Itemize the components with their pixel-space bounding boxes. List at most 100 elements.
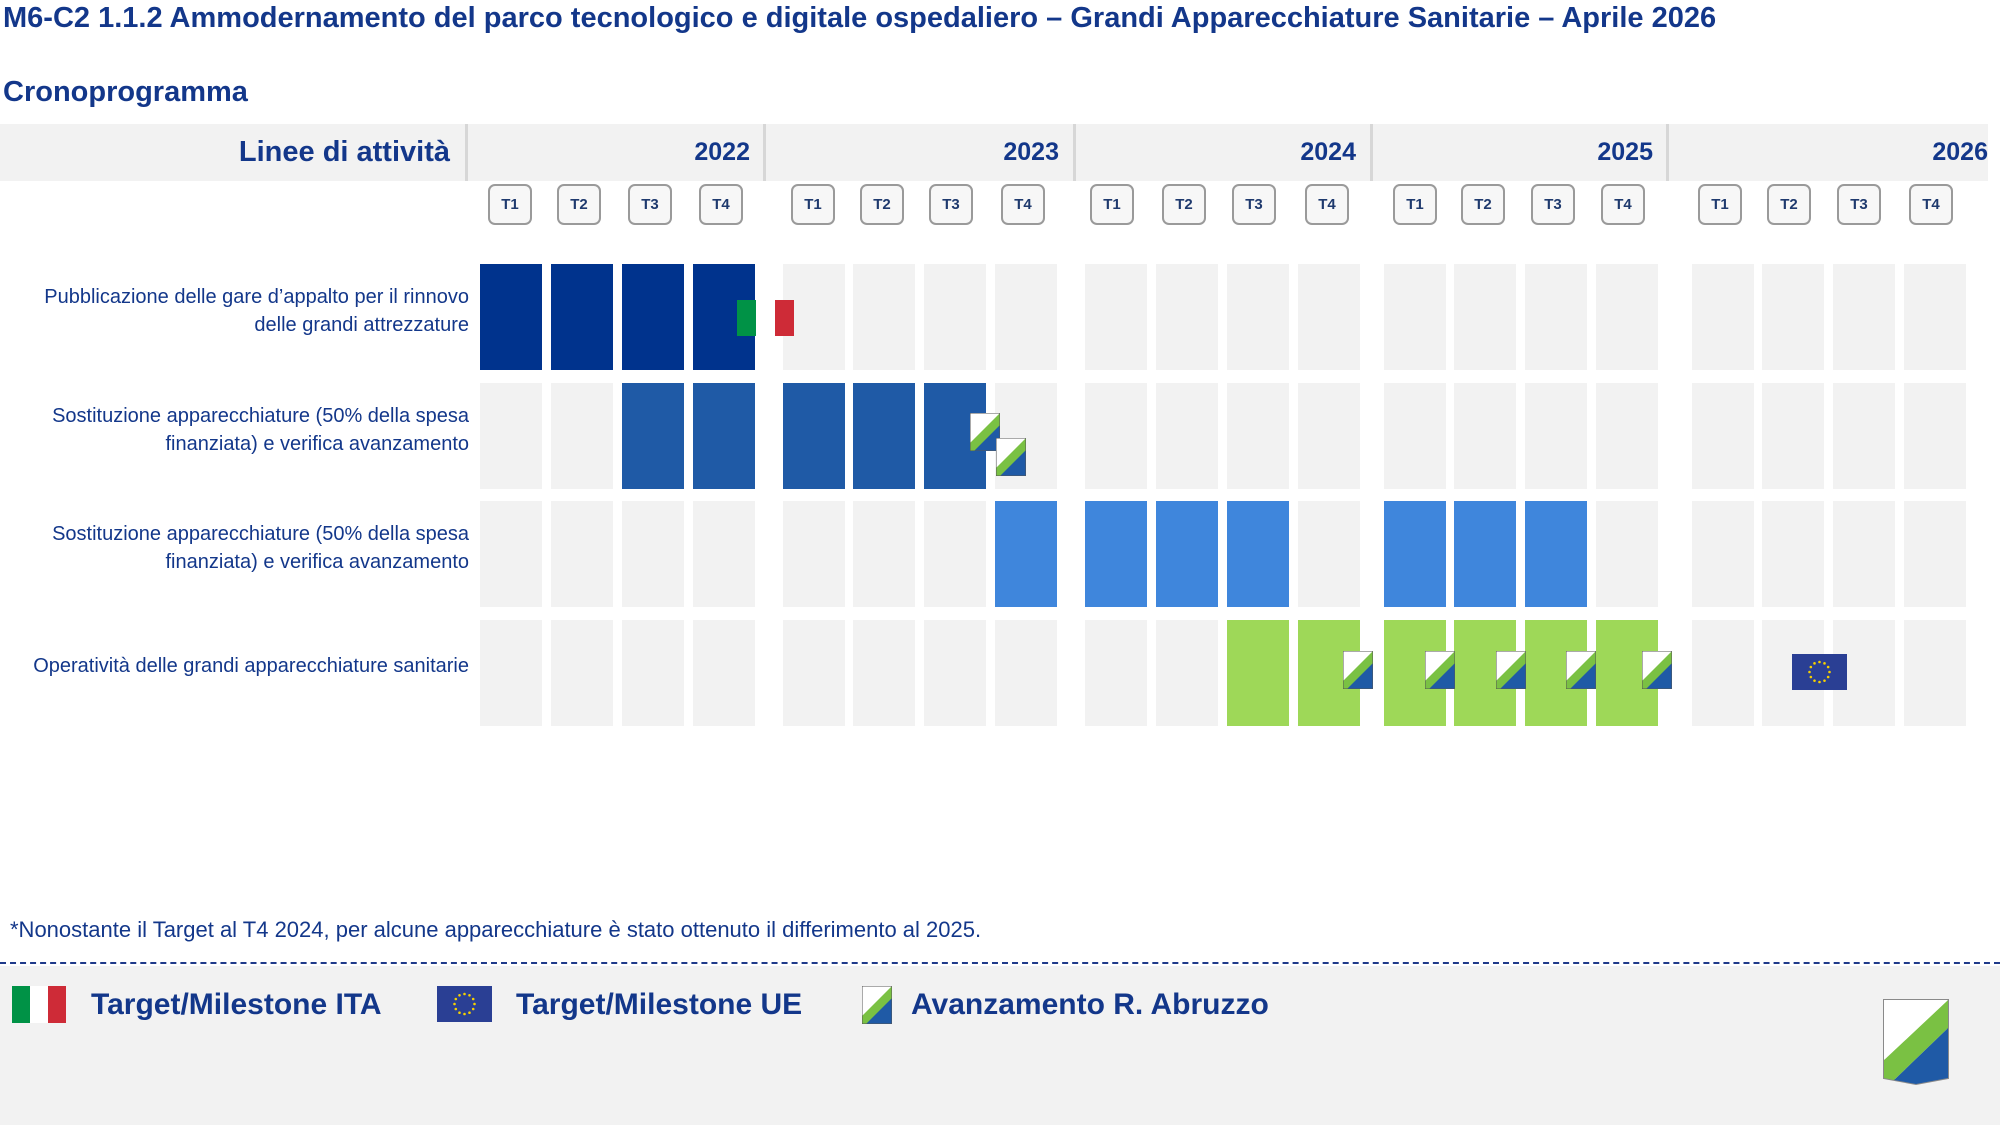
gantt-empty-cell: [693, 620, 755, 726]
gantt-empty-cell: [1904, 383, 1966, 489]
year-label-2024: 2024: [1300, 138, 1356, 166]
year-separator: [1370, 124, 1373, 181]
year-label-2023: 2023: [1003, 138, 1059, 166]
abruzzo-flag-icon: [996, 438, 1026, 476]
quarter-badge-2023-t1: T1: [791, 184, 835, 225]
gantt-empty-cell: [1762, 264, 1824, 370]
year-separator: [1666, 124, 1669, 181]
abruzzo-flag-icon: [1496, 651, 1526, 689]
gantt-empty-cell: [783, 620, 845, 726]
abruzzo-flag-icon: [1425, 651, 1455, 689]
italy-flag-icon: [12, 986, 66, 1023]
gantt-empty-cell: [1692, 264, 1754, 370]
gantt-empty-cell: [1904, 264, 1966, 370]
eu-flag-icon: [437, 986, 492, 1022]
gantt-empty-cell: [1904, 620, 1966, 726]
gantt-bar-cell: [622, 383, 684, 489]
row-label: Sostituzione apparecchiature (50% della …: [52, 405, 469, 455]
gantt-empty-cell: [1156, 383, 1218, 489]
gantt-empty-cell: [693, 501, 755, 607]
quarter-badge-2024-t2: T2: [1162, 184, 1206, 225]
gantt-empty-cell: [1454, 264, 1516, 370]
year-label-2026: 2026: [1932, 138, 1988, 166]
quarter-badge-2025-t2: T2: [1461, 184, 1505, 225]
quarter-badge-2022-t1: T1: [488, 184, 532, 225]
year-label-2025: 2025: [1597, 138, 1653, 166]
gantt-bar-cell: [783, 383, 845, 489]
abruzzo-logo-icon: [1883, 999, 1949, 1086]
page-title: M6-C2 1.1.2 Ammodernamento del parco tec…: [3, 2, 1717, 34]
row-label: Sostituzione apparecchiature (50% della …: [52, 523, 469, 573]
eu-flag-icon: [1792, 654, 1847, 690]
quarter-badge-2022-t2: T2: [557, 184, 601, 225]
gantt-empty-cell: [924, 501, 986, 607]
abruzzo-flag-icon: [1343, 651, 1373, 689]
gantt-empty-cell: [622, 501, 684, 607]
legend-ita-label: Target/Milestone ITA: [91, 988, 382, 1021]
gantt-empty-cell: [924, 620, 986, 726]
quarter-badge-2026-t1: T1: [1698, 184, 1742, 225]
gantt-empty-cell: [622, 620, 684, 726]
gantt-empty-cell: [1596, 501, 1658, 607]
abruzzo-flag-icon: [1566, 651, 1596, 689]
quarter-badge-2024-t1: T1: [1090, 184, 1134, 225]
quarter-badge-2023-t4: T4: [1001, 184, 1045, 225]
header-label: Linee di attività: [238, 136, 450, 168]
gantt-bar-cell: [1227, 501, 1289, 607]
gantt-empty-cell: [1692, 501, 1754, 607]
gantt-bar-cell: [995, 501, 1057, 607]
quarter-badge-2025-t1: T1: [1393, 184, 1437, 225]
gantt-empty-cell: [853, 264, 915, 370]
gantt-bar-cell: [1227, 620, 1289, 726]
gantt-empty-cell: [853, 501, 915, 607]
abruzzo-flag-icon: [862, 986, 892, 1024]
gantt-empty-cell: [1833, 264, 1895, 370]
gantt-bar-cell: [551, 264, 613, 370]
gantt-empty-cell: [995, 620, 1057, 726]
gantt-empty-cell: [1085, 383, 1147, 489]
gantt-bar-cell: [1454, 501, 1516, 607]
quarter-badge-2026-t2: T2: [1767, 184, 1811, 225]
quarter-badge-2023-t2: T2: [860, 184, 904, 225]
gantt-empty-cell: [1596, 264, 1658, 370]
quarter-badge-2026-t3: T3: [1837, 184, 1881, 225]
divider: [0, 962, 2000, 964]
section-title: Cronoprogramma: [3, 76, 248, 108]
gantt-empty-cell: [1298, 264, 1360, 370]
gantt-empty-cell: [551, 501, 613, 607]
legend-ue-label: Target/Milestone UE: [516, 988, 803, 1021]
gantt-empty-cell: [1298, 501, 1360, 607]
gantt-empty-cell: [924, 264, 986, 370]
gantt-empty-cell: [1596, 383, 1658, 489]
gantt-bar-cell: [1384, 501, 1446, 607]
gantt-empty-cell: [1384, 383, 1446, 489]
gantt-empty-cell: [1298, 383, 1360, 489]
quarter-badge-2022-t4: T4: [699, 184, 743, 225]
gantt-bar-cell: [622, 264, 684, 370]
gantt-bar-cell: [853, 383, 915, 489]
year-separator: [1073, 124, 1076, 181]
abruzzo-flag-icon: [970, 413, 1000, 451]
gantt-empty-cell: [1833, 501, 1895, 607]
quarter-badge-2025-t4: T4: [1601, 184, 1645, 225]
legend: [0, 966, 2000, 1125]
gantt-bar-cell: [1525, 501, 1587, 607]
gantt-empty-cell: [1833, 383, 1895, 489]
row-label: Pubblicazione delle gare d’appalto per i…: [44, 286, 469, 336]
gantt-empty-cell: [1227, 264, 1289, 370]
gantt-empty-cell: [783, 501, 845, 607]
footnote: *Nonostante il Target al T4 2024, per al…: [10, 917, 982, 942]
gantt-empty-cell: [1525, 264, 1587, 370]
quarter-badge-2024-t4: T4: [1305, 184, 1349, 225]
gantt-empty-cell: [480, 620, 542, 726]
gantt-empty-cell: [1762, 383, 1824, 489]
gantt-empty-cell: [1156, 620, 1218, 726]
quarter-badge-2024-t3: T3: [1232, 184, 1276, 225]
gantt-empty-cell: [1085, 620, 1147, 726]
gantt-empty-cell: [1692, 383, 1754, 489]
quarter-badge-2023-t3: T3: [929, 184, 973, 225]
quarter-badge-2022-t3: T3: [628, 184, 672, 225]
gantt-empty-cell: [1904, 501, 1966, 607]
year-separator: [465, 124, 468, 181]
gantt-empty-cell: [1692, 620, 1754, 726]
